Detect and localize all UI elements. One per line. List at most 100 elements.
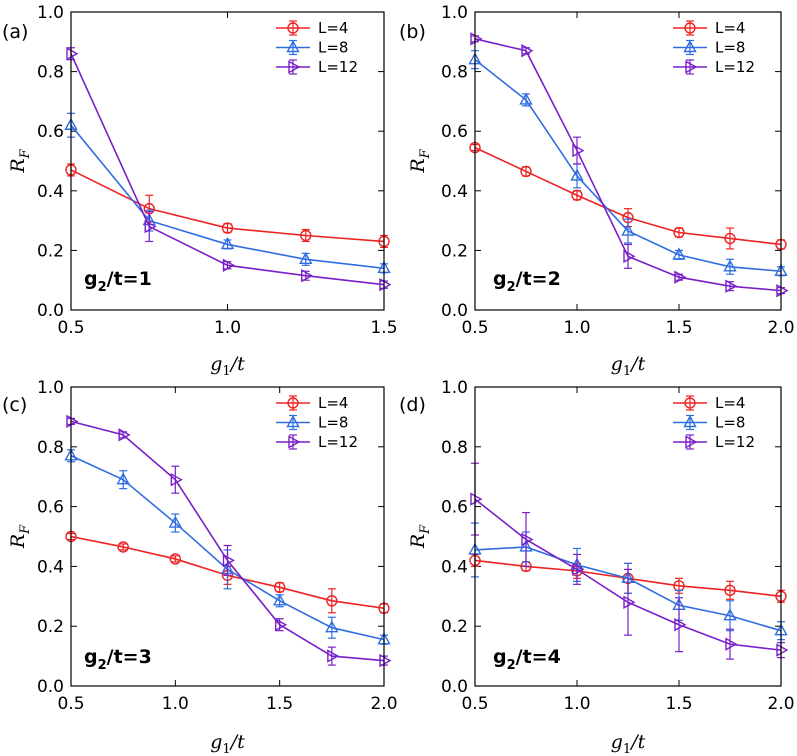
data-point (66, 47, 79, 61)
x-tick-label: 1.0 (162, 694, 189, 714)
xlabel-rest: /t (629, 353, 645, 375)
x-tick-label: 0.5 (57, 694, 84, 714)
annotation-main: g (493, 268, 507, 290)
data-point (325, 620, 339, 633)
legend-entry: L=4 (276, 19, 348, 37)
data-point (117, 541, 129, 553)
legend-label: L=12 (715, 58, 755, 76)
legend-marker (684, 22, 696, 34)
legend-label: L=4 (715, 394, 745, 412)
y-tick-label: 0.2 (37, 241, 64, 261)
y-tick-label: 1.0 (441, 378, 468, 398)
data-point (521, 44, 534, 58)
x-tick-label: 1.5 (370, 318, 397, 338)
data-point (621, 223, 635, 236)
xlabel-rest: /t (629, 731, 645, 753)
data-point (724, 232, 736, 245)
series-l-12 (470, 32, 789, 298)
panel-a: 0.5 1.0 1.5 0.0 0.2 0.4 0.6 0.8 1.0 L=4 L=8L=12 (a)… (2, 3, 398, 379)
plot-frame (70, 11, 385, 311)
legend-entry: L=8 (276, 39, 348, 57)
y-tick-label: 0.4 (37, 557, 64, 577)
data-point (725, 637, 738, 651)
legend-label: L=8 (715, 39, 745, 57)
y-axis-label: RF (407, 524, 433, 549)
y-tick-label: 0.8 (37, 63, 64, 83)
data-point (220, 236, 235, 250)
data-point (725, 279, 738, 293)
x-axis-label: g1/t (210, 353, 245, 379)
data-point (723, 608, 737, 621)
legend-entry: L=4 (673, 394, 745, 412)
xlabel-main: g (611, 353, 623, 375)
data-point (572, 562, 585, 577)
data-point (674, 270, 687, 284)
panel-label: (a) (2, 21, 28, 43)
legend-label: L=8 (715, 414, 745, 432)
legend-marker (288, 435, 301, 449)
x-tick-label: 0.5 (461, 318, 488, 338)
ylabel-main: R (7, 534, 29, 549)
legend-marker (287, 397, 299, 409)
plot-frame (70, 386, 385, 687)
data-point (301, 269, 314, 283)
data-point (379, 277, 392, 292)
x-tick-label: 0.5 (57, 318, 84, 338)
data-point (327, 649, 340, 663)
xlabel-main: g (210, 353, 222, 375)
y-tick-label: 0.4 (37, 182, 64, 202)
legend-marker (685, 60, 698, 74)
data-point (379, 653, 392, 668)
ylabel-subscript: F (418, 148, 433, 159)
y-tick-label: 0.2 (37, 617, 64, 637)
legend-label: L=12 (318, 433, 358, 451)
x-axis-label: g1/t (611, 353, 646, 379)
x-tick-label: 1.0 (563, 694, 590, 714)
y-tick-label: 0.0 (441, 677, 468, 697)
annotation-main: g (493, 646, 507, 668)
y-tick-label: 0.8 (441, 63, 468, 83)
data-point (570, 168, 584, 181)
annotation-rest: /t=2 (516, 268, 561, 290)
data-point (470, 492, 483, 506)
panel-label: (d) (399, 394, 426, 416)
y-tick-label: 0.8 (441, 438, 468, 458)
ylabel-main: R (407, 158, 429, 173)
data-point (118, 428, 131, 442)
y-tick-label: 0.0 (441, 301, 468, 321)
x-tick-label: 1.0 (214, 318, 241, 338)
legend-entry: L=12 (276, 433, 358, 451)
y-tick-label: 0.2 (441, 617, 468, 637)
x-tick-label: 2.0 (370, 694, 397, 714)
data-point (572, 143, 585, 158)
data-point (274, 618, 288, 632)
legend-entry: L=8 (673, 414, 745, 432)
y-axis-label: RF (7, 148, 33, 173)
annotation-main: g (84, 646, 98, 668)
xlabel-subscript: 1 (222, 364, 230, 379)
ylabel-subscript: F (18, 148, 33, 159)
data-point (222, 553, 235, 568)
data-point (273, 581, 286, 594)
legend-marker (286, 40, 300, 53)
data-point (169, 553, 182, 565)
data-point (326, 595, 338, 607)
y-tick-label: 1.0 (37, 378, 64, 398)
annotation-subscript: 2 (98, 280, 107, 295)
x-axis-label: g1/t (611, 731, 646, 756)
x-tick-label: 2.0 (767, 694, 794, 714)
legend-label: L=4 (318, 19, 348, 37)
legend-entry: L=8 (673, 39, 745, 57)
legend-marker (286, 415, 300, 428)
data-point (470, 32, 483, 46)
series-l-8 (468, 50, 788, 277)
data-point (776, 283, 789, 298)
data-point (168, 515, 183, 528)
x-tick-label: 1.5 (266, 694, 293, 714)
data-point (623, 595, 636, 609)
data-point (116, 472, 130, 485)
legend-marker (683, 415, 697, 428)
data-point (723, 259, 737, 272)
x-tick-label: 2.0 (767, 318, 794, 338)
